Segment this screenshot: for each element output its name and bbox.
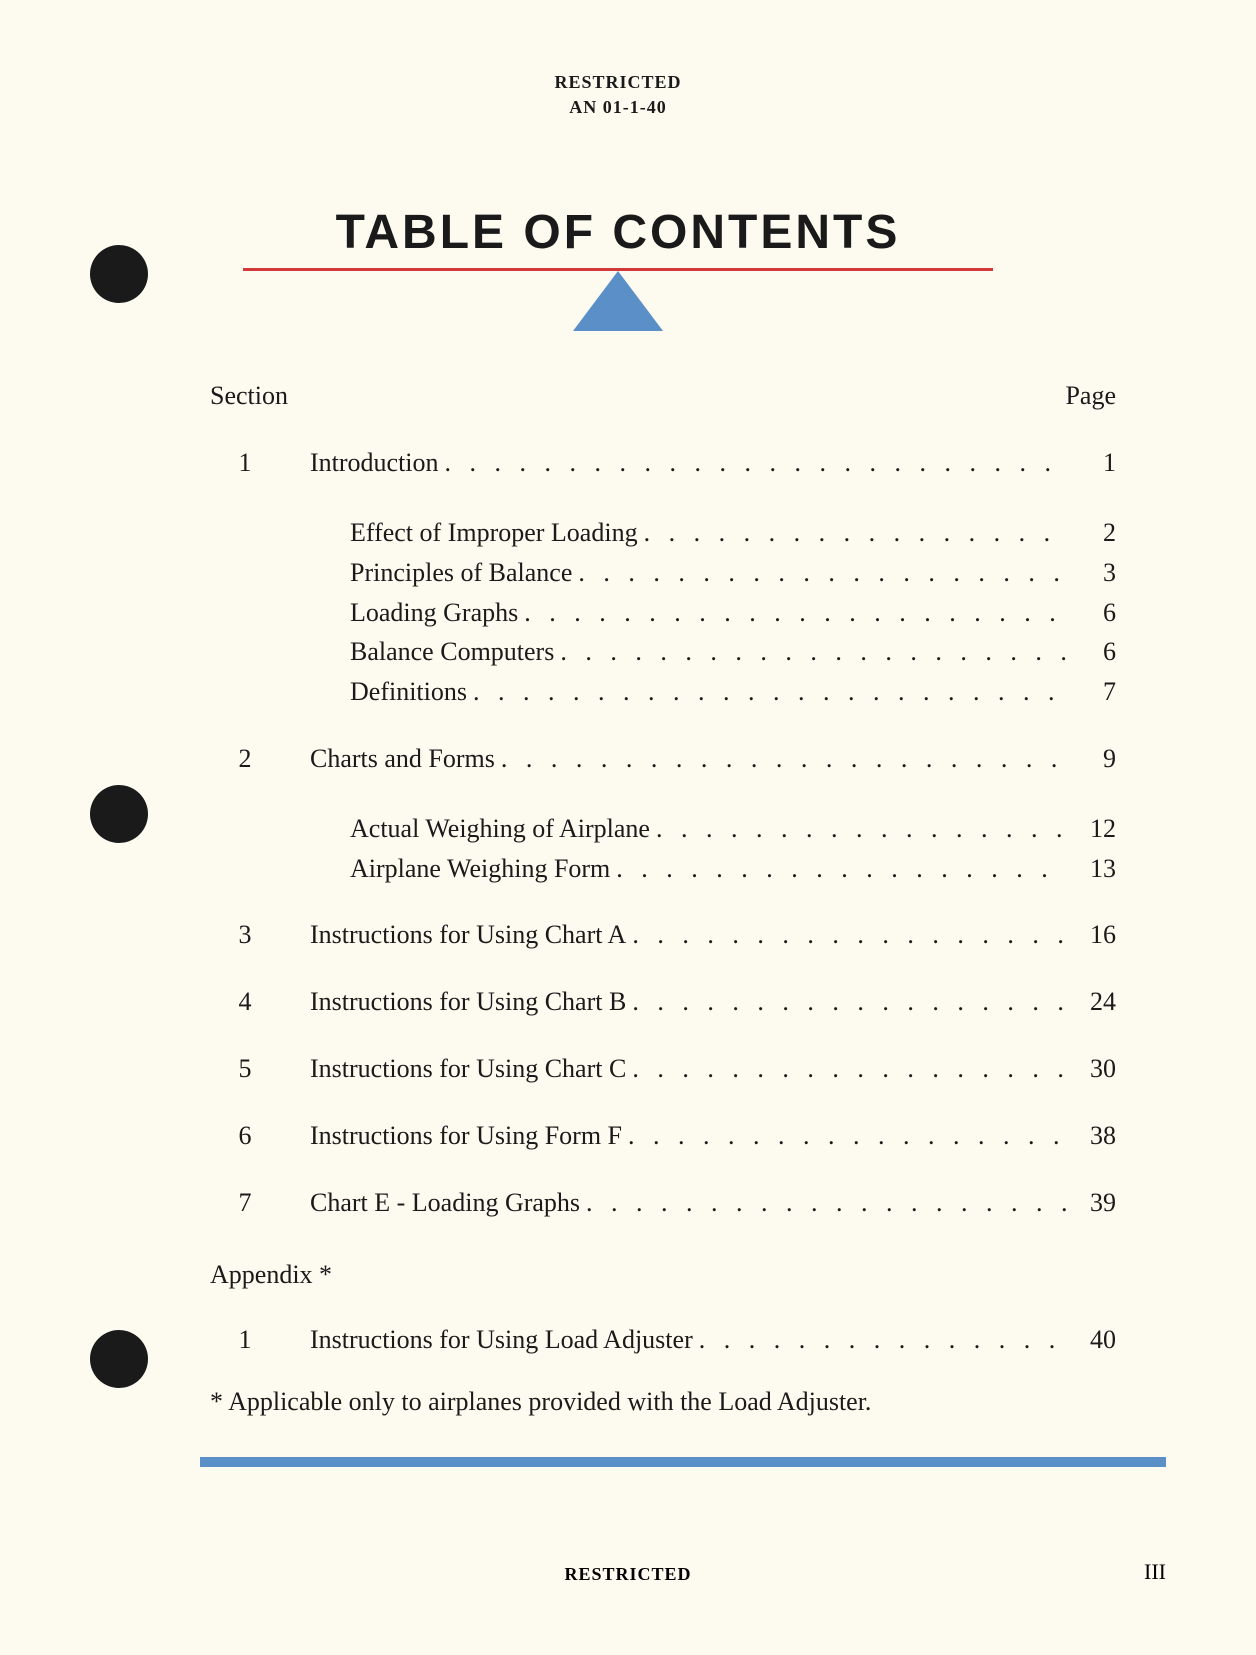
toc-sub-title: Airplane Weighing Form [350, 850, 610, 888]
toc-sub-row: Definitions . . . . . . . . . . . . . . … [210, 673, 1116, 711]
toc-dots: . . . . . . . . . . . . . . . . . . . . … [572, 554, 1066, 592]
toc-dots: . . . . . . . . . . . . . . . . . . . . … [467, 673, 1066, 711]
header-docnum: AN 01-1-40 [70, 95, 1166, 120]
toc-dots: . . . . . . . . . . . . . . . . . . . . … [626, 915, 1066, 954]
toc-sub-page: 13 [1066, 850, 1116, 888]
toc-dots: . . . . . . . . . . . . . . . . . . . . … [554, 633, 1066, 671]
binder-hole [90, 245, 148, 303]
toc-sub-page: 7 [1066, 673, 1116, 711]
binder-hole [90, 785, 148, 843]
toc-dots: . . . . . . . . . . . . . . . . . . . . … [439, 443, 1066, 482]
toc-sub-title: Actual Weighing of Airplane [350, 810, 650, 848]
toc-title: Introduction [310, 443, 439, 482]
toc-num: 1 [210, 443, 280, 482]
toc-sub-page: 2 [1066, 514, 1116, 552]
bottom-rule [200, 1457, 1166, 1467]
toc-row-1: 1 Introduction . . . . . . . . . . . . .… [210, 443, 1116, 482]
toc-num: 6 [210, 1116, 280, 1155]
toc-sub-title: Loading Graphs [350, 594, 518, 632]
toc-title: Instructions for Using Chart A [310, 915, 626, 954]
toc-dots: . . . . . . . . . . . . . . . . . . . . … [626, 1049, 1066, 1088]
page-number: III [1144, 1559, 1166, 1585]
toc-row-2: 2 Charts and Forms . . . . . . . . . . .… [210, 739, 1116, 778]
toc-sub-title: Effect of Improper Loading [350, 514, 638, 552]
toc-content: Section Page 1 Introduction . . . . . . … [210, 381, 1116, 1417]
toc-title: Chart E - Loading Graphs [310, 1183, 580, 1222]
page-title: TABLE OF CONTENTS [70, 205, 1166, 260]
toc-sub-page: 6 [1066, 594, 1116, 632]
toc-sub-row: Loading Graphs . . . . . . . . . . . . .… [210, 594, 1116, 632]
toc-sub-page: 6 [1066, 633, 1116, 671]
toc-row-6: 6 Instructions for Using Form F . . . . … [210, 1116, 1116, 1155]
toc-dots: . . . . . . . . . . . . . . . . . . . . … [518, 594, 1066, 632]
toc-dots: . . . . . . . . . . . . . . . . . . . . … [638, 514, 1066, 552]
toc-title: Charts and Forms [310, 739, 495, 778]
toc-title: Instructions for Using Chart B [310, 982, 626, 1021]
toc-num: 2 [210, 739, 280, 778]
toc-row-4: 4 Instructions for Using Chart B . . . .… [210, 982, 1116, 1021]
toc-title: Instructions for Using Load Adjuster [310, 1320, 693, 1359]
toc-sub-row: Airplane Weighing Form . . . . . . . . .… [210, 850, 1116, 888]
toc-sub-row: Balance Computers . . . . . . . . . . . … [210, 633, 1116, 671]
toc-sub-page: 12 [1066, 810, 1116, 848]
toc-num: 7 [210, 1183, 280, 1222]
toc-sub-row: Effect of Improper Loading . . . . . . .… [210, 514, 1116, 552]
footer-classification: RESTRICTED [564, 1564, 691, 1585]
appendix-label: Appendix * [210, 1260, 1116, 1290]
toc-dots: . . . . . . . . . . . . . . . . . . . . … [580, 1183, 1066, 1222]
title-block: TABLE OF CONTENTS [70, 205, 1166, 331]
header-classification: RESTRICTED [70, 70, 1166, 95]
section-label: Section [210, 381, 288, 411]
toc-page: 1 [1066, 443, 1116, 482]
toc-sub-title: Balance Computers [350, 633, 554, 671]
toc-row-3: 3 Instructions for Using Chart A . . . .… [210, 915, 1116, 954]
toc-page: 38 [1066, 1116, 1116, 1155]
toc-page: 16 [1066, 915, 1116, 954]
balance-triangle-icon [573, 271, 663, 331]
toc-num: 3 [210, 915, 280, 954]
footnote: * Applicable only to airplanes provided … [210, 1387, 1116, 1417]
page-label: Page [1065, 381, 1116, 411]
toc-dots: . . . . . . . . . . . . . . . . . . . . … [626, 982, 1066, 1021]
toc-sub-row: Actual Weighing of Airplane . . . . . . … [210, 810, 1116, 848]
toc-sub-title: Principles of Balance [350, 554, 572, 592]
toc-header-row: Section Page [210, 381, 1116, 411]
toc-sub-page: 3 [1066, 554, 1116, 592]
toc-num: 5 [210, 1049, 280, 1088]
toc-page: 39 [1066, 1183, 1116, 1222]
toc-num: 1 [210, 1320, 280, 1359]
toc-dots: . . . . . . . . . . . . . . . . . . . . … [495, 739, 1066, 778]
toc-page: 30 [1066, 1049, 1116, 1088]
toc-num: 4 [210, 982, 280, 1021]
toc-row-7: 7 Chart E - Loading Graphs . . . . . . .… [210, 1183, 1116, 1222]
toc-dots: . . . . . . . . . . . . . . . . . . . . … [650, 810, 1066, 848]
page: RESTRICTED AN 01-1-40 TABLE OF CONTENTS … [0, 0, 1256, 1655]
toc-dots: . . . . . . . . . . . . . . . . . . . . … [610, 850, 1066, 888]
appendix-row-1: 1 Instructions for Using Load Adjuster .… [210, 1320, 1116, 1359]
footer: RESTRICTED [0, 1564, 1256, 1585]
toc-page: 40 [1066, 1320, 1116, 1359]
toc-sub-row: Principles of Balance . . . . . . . . . … [210, 554, 1116, 592]
toc-sub-title: Definitions [350, 673, 467, 711]
toc-row-5: 5 Instructions for Using Chart C . . . .… [210, 1049, 1116, 1088]
toc-title: Instructions for Using Chart C [310, 1049, 626, 1088]
toc-title: Instructions for Using Form F [310, 1116, 622, 1155]
toc-page: 24 [1066, 982, 1116, 1021]
toc-dots: . . . . . . . . . . . . . . . . . . . . … [622, 1116, 1066, 1155]
binder-hole [90, 1330, 148, 1388]
toc-dots: . . . . . . . . . . . . . . . . . . . . … [693, 1320, 1066, 1359]
toc-page: 9 [1066, 739, 1116, 778]
